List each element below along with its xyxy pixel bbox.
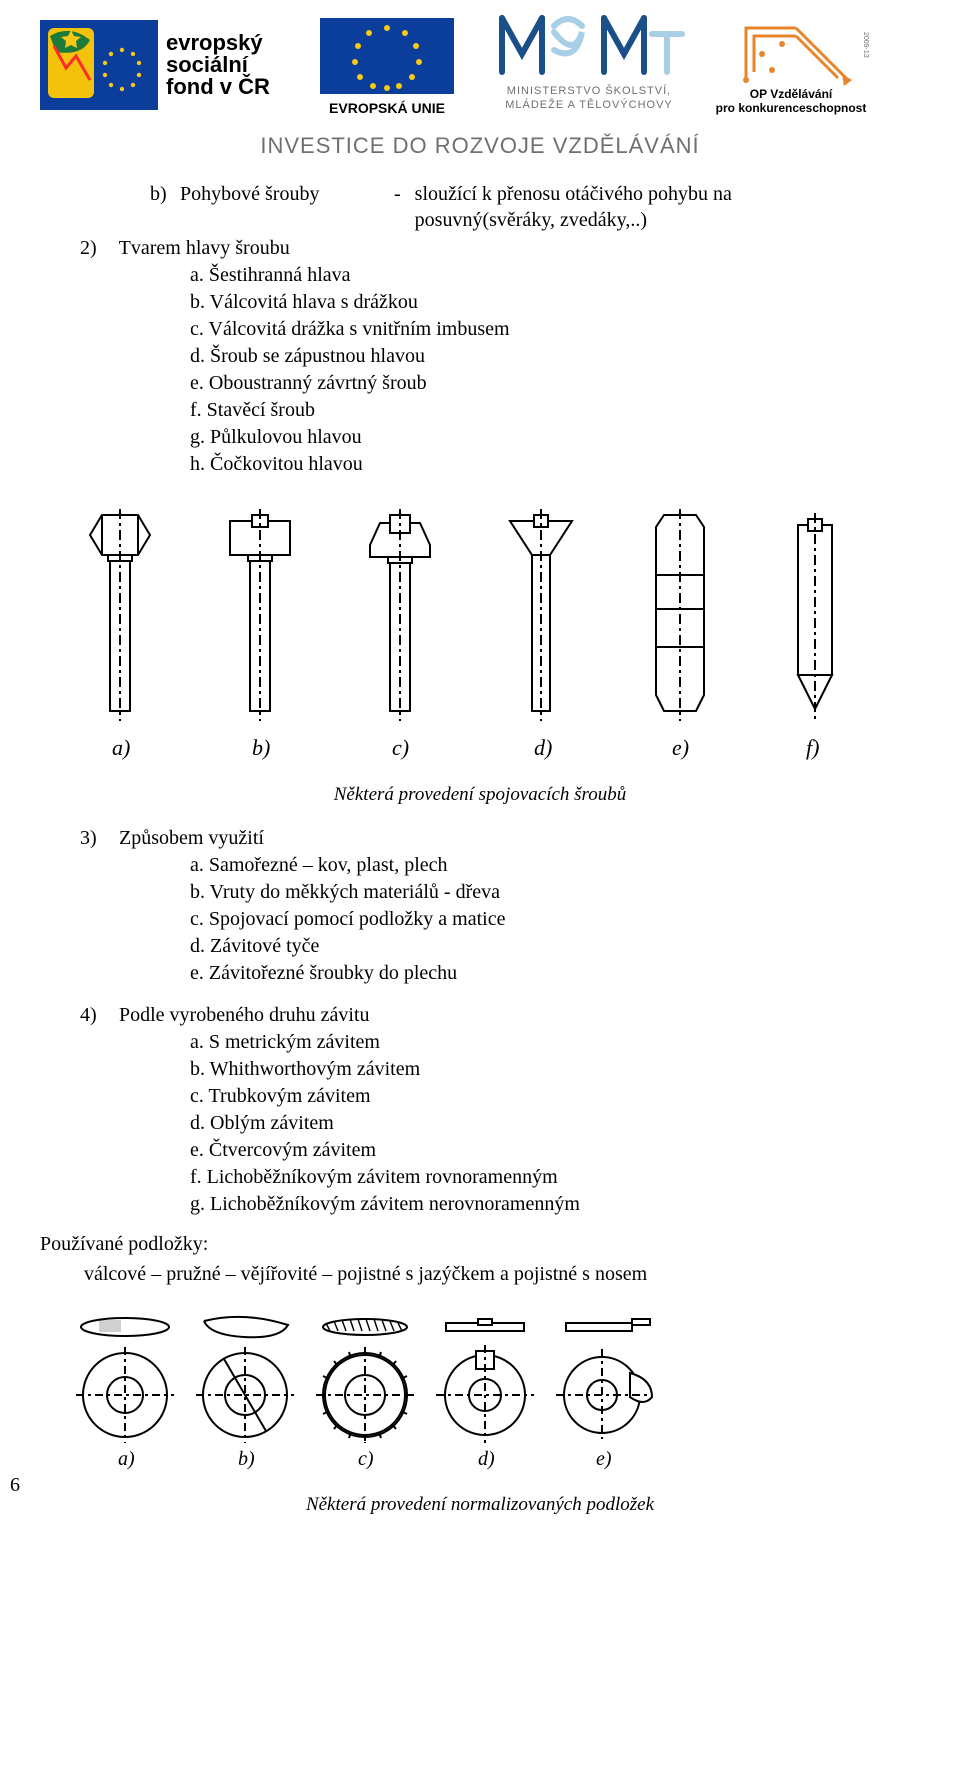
sec4-f: f. Lichoběžníkovým závitem rovnoramenným [190,1164,920,1190]
svg-text:a): a) [118,1448,135,1470]
item-b-row: b) Pohybové šrouby - sloužící k přenosu … [80,181,920,233]
b-label: Pohybové šrouby [180,181,380,233]
svg-text:d): d) [478,1448,495,1470]
op-logo: 2009-13 OP Vzdělávání pro konkurencescho… [716,10,916,120]
eu-logo: EVROPSKÁ UNIE [312,10,462,120]
b-desc1: sloužící k přenosu otáčivého pohybu na [415,181,732,207]
sec2-f: f. Stavěcí šroub [190,397,920,423]
sec3-c: c. Spojovací pomocí podložky a matice [190,906,920,932]
svg-text:f): f) [806,735,819,760]
svg-text:fond v ČR: fond v ČR [166,74,270,99]
sec4-c: c. Trubkovým závitem [190,1083,920,1109]
esf-logo: evropský sociální fond v ČR [40,10,290,120]
sec3-b: b. Vruty do měkkých materiálů - dřeva [190,879,920,905]
svg-text:EVROPSKÁ UNIE: EVROPSKÁ UNIE [329,100,445,116]
page-number: 6 [10,1472,20,1498]
sec3-d: d. Závitové tyče [190,933,920,959]
sec2-e: e. Oboustranný závrtný šroub [190,370,920,396]
fig1-caption: Některá provedení spojovacích šroubů [40,783,920,808]
svg-text:2009-13: 2009-13 [862,32,869,58]
sec2-title: Tvarem hlavy šroubu [119,237,290,259]
sec3-a: a. Samořezné – kov, plast, plech [190,852,920,878]
b-desc2: posuvný(svěráky, zvedáky,..) [415,207,732,233]
sec3-num: 3) [80,825,114,851]
sec2-a: a. Šestihranná hlava [190,262,920,288]
sec4-e: e. Čtvercovým závitem [190,1137,920,1163]
figure-screws: a) b) c) d) e) f) Některá provedení spoj… [40,495,920,808]
washers-title: Používané podložky: [40,1231,920,1257]
b-prefix: b) [150,181,180,233]
sec2-g: g. Půlkulovou hlavou [190,424,920,450]
svg-text:MLÁDEŽE A TĚLOVÝCHOVY: MLÁDEŽE A TĚLOVÝCHOVY [505,98,673,111]
svg-text:MINISTERSTVO ŠKOLSTVÍ,: MINISTERSTVO ŠKOLSTVÍ, [507,84,671,97]
svg-text:c): c) [358,1448,374,1470]
invest-heading: INVESTICE DO ROZVOJE VZDĚLÁVÁNÍ [40,132,920,161]
sec4-b: b. Whithworthovým závitem [190,1056,920,1082]
sec3-e: e. Závitořezné šroubky do plechu [190,960,920,986]
figure-washers: a) b) c) d) e) Některá provedení normali… [40,1305,920,1518]
washers-section: Používané podložky: válcové – pružné – v… [40,1231,920,1287]
header-logos: evropský sociální fond v ČR EVROPSKÁ UNI… [40,10,920,120]
sec3-title: Způsobem využití [119,827,264,849]
svg-text:e): e) [672,735,689,760]
svg-text:c): c) [392,735,409,760]
section-3: 3) Způsobem využití a. Samořezné – kov, … [80,825,920,986]
msmt-logo: MINISTERSTVO ŠKOLSTVÍ, MLÁDEŽE A TĚLOVÝC… [484,10,694,120]
sec2-num: 2) [80,235,114,261]
sec2-b: b. Válcovitá hlava s drážkou [190,289,920,315]
svg-text:d): d) [534,735,552,760]
svg-text:e): e) [596,1448,612,1470]
fig2-caption: Některá provedení normalizovaných podlož… [40,1493,920,1518]
svg-text:pro konkurenceschopnost: pro konkurenceschopnost [716,101,866,115]
section-2: 2) Tvarem hlavy šroubu a. Šestihranná hl… [80,235,920,477]
section-4: 4) Podle vyrobeného druhu závitu a. S me… [80,1002,920,1217]
sec2-h: h. Čočkovitou hlavou [190,451,920,477]
sec4-g: g. Lichoběžníkovým závitem nerovnoramenn… [190,1191,920,1217]
svg-text:b): b) [252,735,270,760]
washers-line: válcové – pružné – vějířovité – pojistné… [40,1261,920,1287]
sec4-title: Podle vyrobeného druhu závitu [119,1004,370,1026]
svg-text:b): b) [238,1448,255,1470]
sec2-c: c. Válcovitá drážka s vnitřním imbusem [190,316,920,342]
svg-text:a): a) [112,735,130,760]
b-dash: - [380,181,415,233]
sec4-a: a. S metrickým závitem [190,1029,920,1055]
sec2-d: d. Šroub se zápustnou hlavou [190,343,920,369]
svg-text:OP Vzdělávání: OP Vzdělávání [750,87,833,101]
sec4-num: 4) [80,1002,114,1028]
sec4-d: d. Oblým závitem [190,1110,920,1136]
